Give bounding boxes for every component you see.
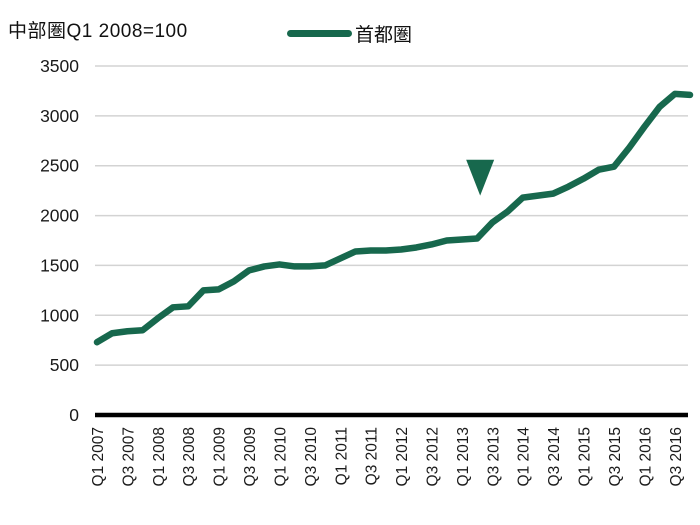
- x-axis-tick-label: Q3 2012: [425, 427, 442, 486]
- x-axis-tick-label: Q3 2011: [364, 427, 381, 485]
- chart-header: 中部圏Q1 2008=100 首都圏: [0, 0, 700, 48]
- x-axis-tick-label: Q1 2014: [516, 427, 533, 487]
- x-axis-tick-label: Q1 2009: [212, 427, 229, 486]
- legend-line-swatch: [287, 30, 352, 37]
- x-axis-tick-label: Q3 2014: [546, 427, 563, 487]
- y-axis-tick-label: 3000: [40, 106, 79, 126]
- x-axis-tick-label: Q1 2008: [151, 427, 168, 486]
- chart-title: 中部圏Q1 2008=100: [8, 21, 188, 42]
- triangle-down-marker: [466, 159, 495, 196]
- y-axis-tick-label: 2500: [40, 156, 79, 176]
- y-axis-tick-label: 2000: [40, 206, 79, 226]
- x-axis-tick-label: Q1 2012: [394, 427, 411, 486]
- legend-label: 首都圏: [355, 25, 413, 46]
- x-axis-tick-label: Q1 2015: [577, 427, 594, 486]
- y-axis-tick-label: 1000: [40, 305, 79, 325]
- x-axis-tick-label: Q1 2013: [455, 427, 472, 486]
- y-axis-tick-label: 3500: [40, 56, 79, 76]
- x-axis-tick-label: Q3 2015: [607, 427, 624, 486]
- y-axis-tick-label: 1500: [40, 255, 79, 275]
- x-axis-tick-label: Q1 2010: [272, 427, 289, 487]
- x-axis-tick-label: Q1 2007: [90, 427, 107, 486]
- x-axis-tick-label: Q1 2011: [333, 427, 350, 485]
- x-axis-tick-label: Q3 2007: [120, 427, 137, 486]
- x-axis-tick-label: Q3 2013: [485, 427, 502, 486]
- y-axis-tick-label: 0: [69, 405, 79, 425]
- legend: 首都圏: [287, 20, 412, 47]
- y-axis-tick-label: 500: [50, 355, 79, 375]
- x-axis-tick-label: Q1 2016: [637, 427, 654, 486]
- x-axis-tick-label: Q3 2016: [668, 427, 685, 486]
- x-axis-tick-label: Q3 2010: [303, 427, 320, 487]
- x-axis-tick-label: Q3 2009: [242, 427, 259, 486]
- x-axis-tick-label: Q3 2008: [181, 427, 198, 486]
- data-line-首都圏: [93, 90, 694, 346]
